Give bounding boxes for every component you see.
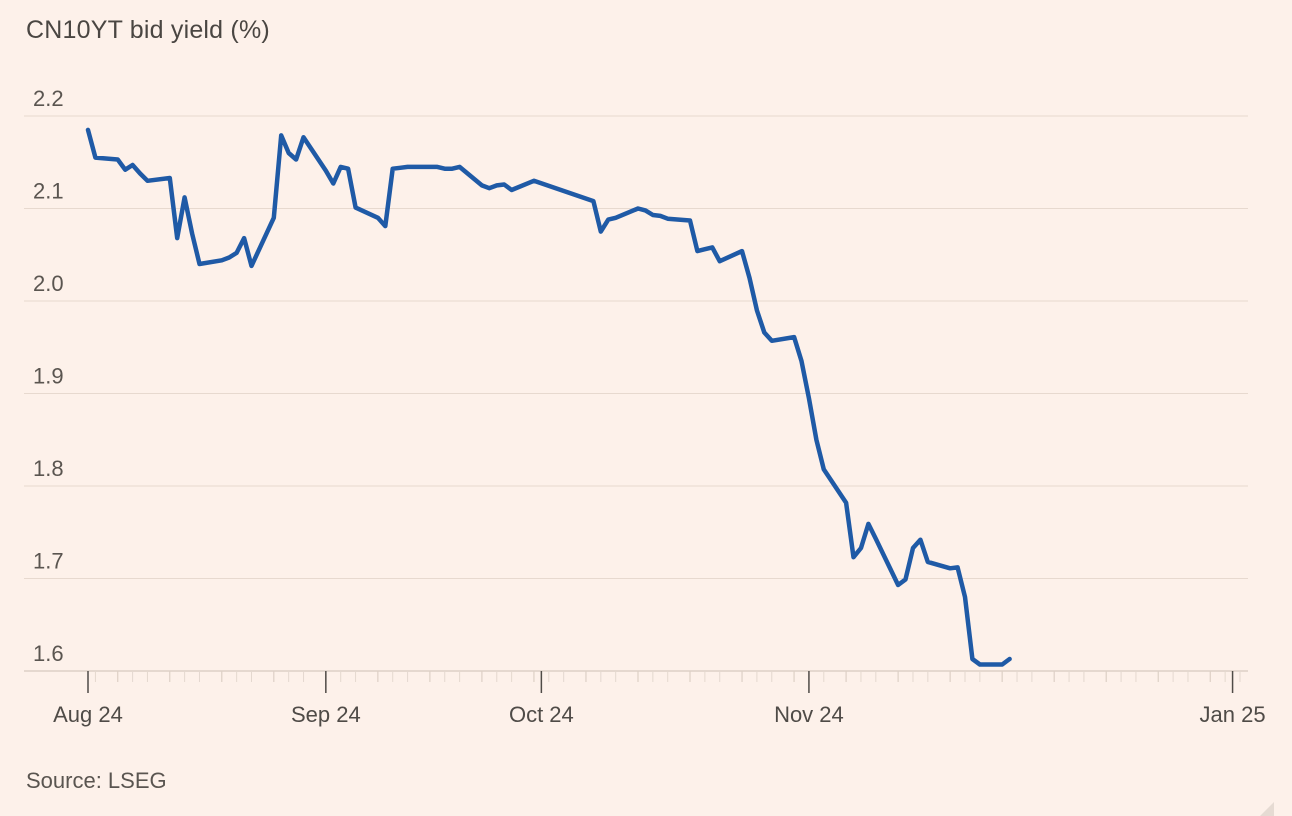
- chart-title: CN10YT bid yield (%): [26, 16, 270, 44]
- series-line-yield: [85, 127, 1012, 667]
- y-tick-label: 1.7: [33, 549, 64, 574]
- series-lines: [85, 127, 1012, 667]
- source-note: Source: LSEG: [26, 768, 167, 793]
- y-tick-label: 1.9: [33, 364, 64, 389]
- x-tick-label: Jan 25: [1200, 702, 1266, 727]
- y-tick-label: 2.0: [33, 271, 64, 296]
- y-tick-label: 1.8: [33, 456, 64, 481]
- x-axis: Aug 24 Sep 24 Oct 24 Nov 24 Jan 25: [24, 670, 1266, 727]
- resize-corner-icon: [1260, 802, 1274, 816]
- x-tick-label: Aug 24: [53, 702, 123, 727]
- x-tick-label: Oct 24: [509, 702, 574, 727]
- y-tick-label: 2.2: [33, 86, 64, 111]
- gridlines: [24, 115, 1248, 579]
- y-tick-label: 1.6: [33, 641, 64, 666]
- y-tick-label: 2.1: [33, 179, 64, 204]
- x-tick-label: Sep 24: [291, 702, 361, 727]
- y-axis: 2.2 2.1 2.0 1.9 1.8 1.7 1.6: [33, 86, 64, 666]
- x-tick-label: Nov 24: [774, 702, 844, 727]
